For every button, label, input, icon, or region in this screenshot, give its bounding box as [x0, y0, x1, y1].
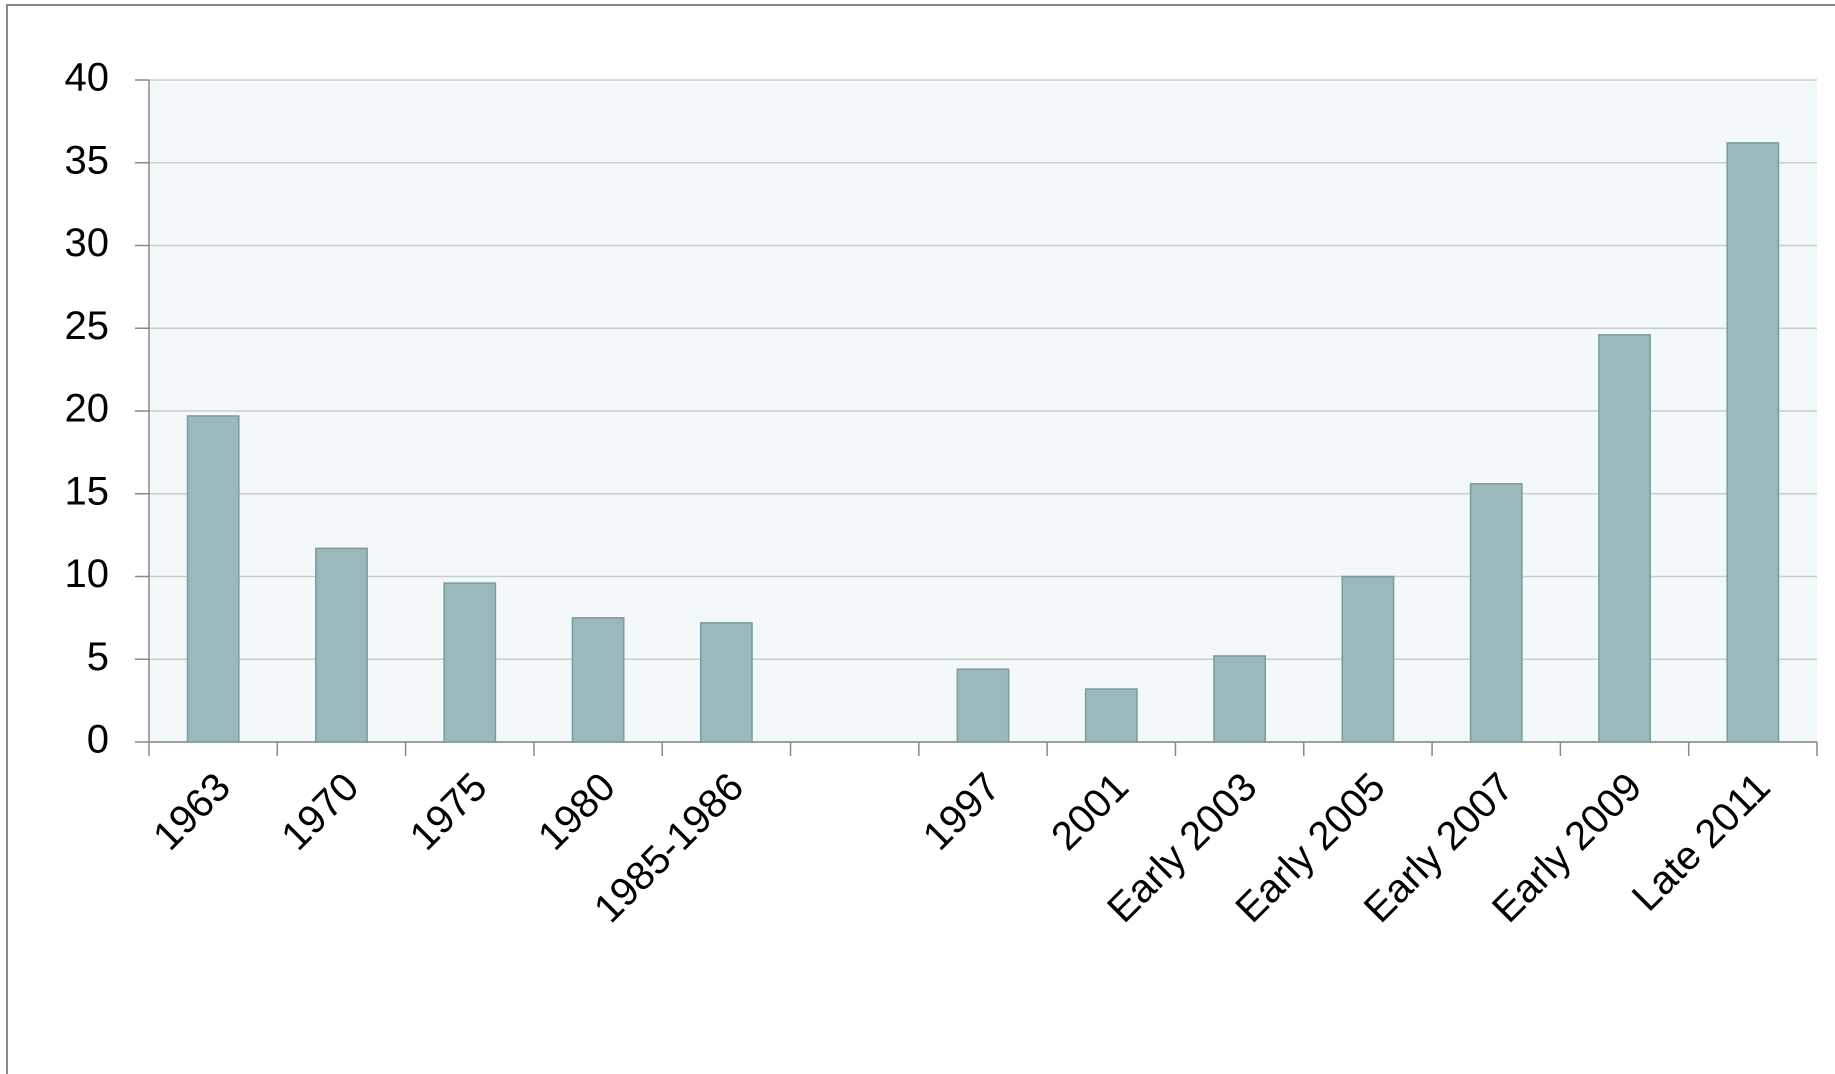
- bar: [1469, 483, 1523, 743]
- y-tick-label: 35: [65, 138, 110, 182]
- bar: [571, 617, 625, 743]
- y-tick-label: 10: [65, 552, 110, 596]
- bar: [1213, 655, 1267, 743]
- bar: [699, 622, 753, 743]
- y-tick-label: 15: [65, 469, 110, 513]
- y-tick-label: 40: [65, 56, 110, 100]
- bar: [443, 582, 497, 743]
- bar: [1341, 575, 1395, 743]
- bar: [956, 668, 1010, 743]
- bar: [1084, 688, 1138, 743]
- bar: [1598, 334, 1651, 743]
- y-tick-label: 5: [87, 635, 109, 679]
- bar: [315, 547, 368, 743]
- y-tick-label: 25: [65, 304, 110, 348]
- bar: [186, 415, 240, 743]
- y-tick-label: 30: [65, 221, 110, 265]
- bar: [1726, 142, 1780, 743]
- y-tick-label: 0: [87, 718, 109, 762]
- y-tick-label: 20: [65, 387, 110, 431]
